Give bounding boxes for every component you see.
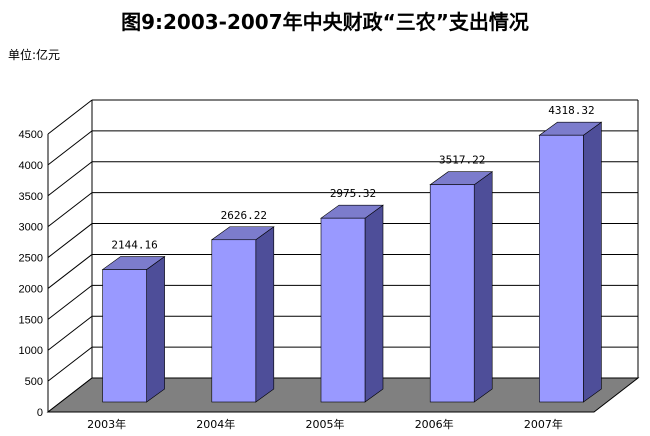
axis-layer: 0 500 1000 1500 2000 2500 3000 3500 4000 4500	[19, 129, 49, 419]
x-tick-label: 2003年	[87, 417, 126, 431]
y-tick-label: 2500	[19, 253, 43, 265]
x-tick-label: 2006年	[415, 417, 454, 431]
gridline-side	[47, 254, 93, 289]
x-tick-label: 2007年	[524, 417, 563, 431]
bar	[320, 217, 366, 403]
bar	[102, 269, 147, 403]
gridline-side	[47, 161, 93, 197]
y-tick-label: 1500	[19, 314, 43, 326]
unit-label: 单位:亿元	[8, 48, 61, 62]
data-label: 4318.32	[548, 104, 594, 117]
bar	[429, 184, 475, 403]
bar	[539, 134, 584, 403]
bar-layer	[101, 121, 603, 403]
bar-side	[473, 171, 493, 403]
y-tick-label: 0	[37, 407, 43, 419]
bar-side	[255, 226, 275, 403]
y-tick-label: 1000	[19, 345, 43, 357]
gridline-side	[47, 223, 93, 258]
gridline-side	[47, 130, 93, 166]
x-tick-label: 2005年	[306, 417, 345, 431]
label-layer: 2144.16 2003年 2626.22 2004年 2975.32 2005年 3517…	[87, 104, 594, 431]
bar-side	[583, 121, 602, 403]
chart-title: 图9:2003-2007年中央财政“三农”支出情况	[121, 10, 529, 34]
gridline-side	[47, 346, 93, 382]
x-tick-label: 2004年	[196, 417, 235, 431]
data-label: 2626.22	[221, 209, 267, 222]
gridline-side	[47, 315, 93, 351]
bar	[211, 239, 257, 403]
y-tick-label: 500	[25, 376, 43, 388]
y-tick-label: 3500	[19, 191, 43, 203]
y-tick-label: 3000	[19, 222, 43, 234]
bar-side	[146, 255, 165, 403]
gridline-side	[47, 192, 93, 228]
y-tick-label: 2000	[19, 283, 43, 295]
data-label: 2975.32	[330, 187, 376, 200]
data-label: 3517.22	[439, 154, 485, 167]
gridline-side	[47, 284, 93, 320]
data-label: 2144.16	[111, 239, 157, 252]
y-tick-label: 4500	[19, 129, 43, 141]
gridline-side	[47, 99, 93, 135]
bar-side	[364, 204, 384, 403]
y-tick-label: 4000	[19, 160, 43, 172]
